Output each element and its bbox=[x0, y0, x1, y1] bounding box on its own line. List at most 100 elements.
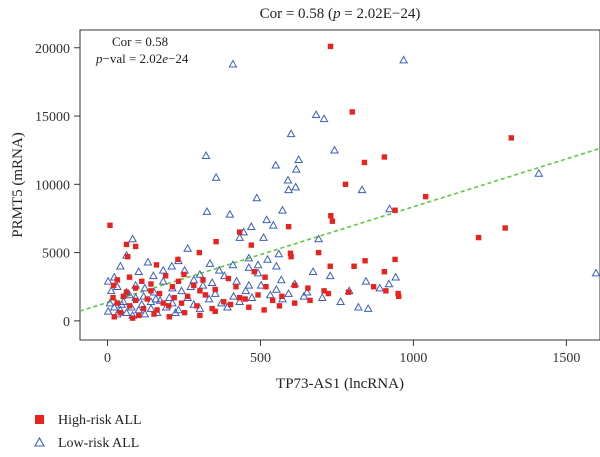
point-low-risk bbox=[106, 286, 116, 295]
point-high-risk bbox=[327, 43, 334, 50]
point-high-risk bbox=[175, 256, 181, 263]
point-low-risk bbox=[134, 267, 144, 276]
point-high-risk bbox=[285, 223, 292, 230]
point-low-risk bbox=[167, 298, 177, 307]
point-high-risk bbox=[242, 296, 248, 302]
point-low-risk bbox=[214, 265, 224, 274]
point-low-risk bbox=[262, 215, 272, 224]
point-high-risk bbox=[287, 250, 294, 256]
point-high-risk bbox=[123, 241, 130, 248]
point-low-risk bbox=[158, 276, 168, 285]
point-low-risk bbox=[399, 55, 409, 64]
point-low-risk bbox=[109, 272, 119, 281]
point-high-risk bbox=[140, 305, 147, 312]
point-high-risk bbox=[196, 249, 202, 256]
point-high-risk bbox=[351, 263, 357, 269]
point-low-risk bbox=[244, 280, 254, 289]
point-high-risk bbox=[342, 181, 349, 188]
point-low-risk bbox=[195, 269, 205, 278]
point-high-risk bbox=[236, 294, 243, 301]
point-low-risk bbox=[202, 207, 212, 215]
point-low-risk bbox=[278, 205, 287, 214]
point-high-risk bbox=[212, 286, 218, 293]
point-low-risk bbox=[210, 288, 220, 297]
point-high-risk bbox=[248, 242, 254, 248]
point-low-risk bbox=[302, 287, 312, 296]
chart-title-part-3: = 2.02E−24) bbox=[341, 6, 421, 22]
point-high-risk bbox=[381, 154, 388, 160]
data-points bbox=[103, 43, 600, 321]
point-low-risk bbox=[299, 291, 309, 300]
point-high-risk bbox=[125, 253, 131, 260]
point-low-risk bbox=[256, 280, 266, 289]
point-high-risk bbox=[144, 296, 150, 302]
point-low-risk bbox=[319, 114, 329, 123]
point-low-risk bbox=[140, 283, 150, 292]
point-high-risk bbox=[200, 277, 206, 283]
point-high-risk bbox=[153, 262, 160, 268]
point-low-risk bbox=[252, 193, 262, 202]
point-high-risk bbox=[175, 278, 182, 284]
annotation-pval-mid: −val = 2.02 bbox=[103, 51, 163, 66]
y-tick-label: 20000 bbox=[35, 42, 70, 57]
point-low-risk bbox=[591, 268, 600, 277]
point-low-risk bbox=[246, 222, 256, 230]
point-high-risk bbox=[262, 274, 268, 280]
point-high-risk bbox=[166, 303, 172, 309]
point-low-risk bbox=[276, 275, 286, 284]
point-high-risk bbox=[154, 307, 160, 313]
point-high-risk bbox=[209, 305, 215, 312]
point-high-risk bbox=[508, 135, 514, 141]
point-high-risk bbox=[117, 309, 124, 316]
point-high-risk bbox=[156, 290, 163, 297]
point-high-risk bbox=[171, 294, 177, 301]
point-high-risk bbox=[502, 225, 508, 231]
point-high-risk bbox=[160, 300, 166, 306]
point-high-risk bbox=[246, 304, 252, 310]
point-low-risk bbox=[314, 234, 324, 243]
legend-label-low-risk: Low-risk ALL bbox=[58, 436, 139, 451]
point-high-risk bbox=[212, 308, 218, 315]
point-high-risk bbox=[162, 273, 169, 279]
point-high-risk bbox=[279, 293, 285, 299]
point-high-risk bbox=[255, 292, 261, 298]
point-high-risk bbox=[181, 309, 188, 316]
point-low-risk bbox=[140, 309, 150, 318]
point-low-risk bbox=[151, 294, 161, 303]
point-high-risk bbox=[132, 243, 139, 250]
trend-line-group bbox=[79, 147, 600, 312]
point-high-risk bbox=[227, 301, 234, 308]
point-high-risk bbox=[315, 249, 322, 256]
legend-swatch-high-risk bbox=[35, 415, 44, 424]
point-high-risk bbox=[181, 271, 187, 278]
point-high-risk bbox=[288, 253, 294, 260]
point-high-risk bbox=[422, 193, 429, 200]
point-low-risk bbox=[235, 297, 245, 306]
point-high-risk bbox=[151, 311, 157, 317]
point-low-risk bbox=[311, 110, 321, 118]
point-low-risk bbox=[284, 288, 294, 297]
point-high-risk bbox=[345, 289, 352, 295]
point-low-risk bbox=[271, 284, 281, 293]
point-high-risk bbox=[263, 284, 269, 290]
point-low-risk bbox=[164, 293, 174, 301]
point-low-risk bbox=[103, 306, 113, 315]
annotation-pval-exp: −24 bbox=[168, 51, 189, 66]
point-high-risk bbox=[328, 213, 334, 219]
point-low-risk bbox=[207, 278, 217, 286]
point-high-risk bbox=[305, 285, 311, 291]
point-high-risk bbox=[307, 297, 313, 304]
point-high-risk bbox=[361, 159, 368, 166]
point-low-risk bbox=[286, 129, 296, 138]
point-low-risk bbox=[139, 291, 149, 300]
point-low-risk bbox=[247, 293, 257, 301]
y-axis-title: PRMT5 (mRNA) bbox=[10, 132, 26, 237]
point-high-risk bbox=[383, 288, 389, 294]
y-tick-label: 15000 bbox=[35, 110, 70, 125]
point-low-risk bbox=[291, 182, 301, 191]
point-high-risk bbox=[123, 289, 130, 295]
point-low-risk bbox=[170, 308, 180, 316]
point-high-risk bbox=[126, 303, 133, 309]
point-low-risk bbox=[244, 263, 254, 271]
x-axis: 0 500 1000 1500 bbox=[104, 340, 580, 366]
